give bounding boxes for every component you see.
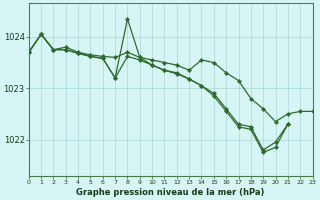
X-axis label: Graphe pression niveau de la mer (hPa): Graphe pression niveau de la mer (hPa)	[76, 188, 265, 197]
